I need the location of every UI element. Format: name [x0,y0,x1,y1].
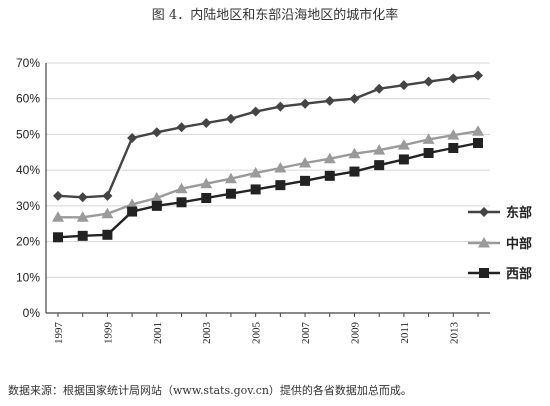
data-point [299,157,312,168]
data-point [274,162,287,173]
data-point [150,192,163,203]
legend-label: 中部 [506,236,532,252]
data-point [472,125,484,136]
data-point [176,122,187,133]
data-point [349,166,360,177]
data-point [374,83,385,94]
x-tick-label: 2009 [349,322,361,345]
data-point [102,190,113,201]
series-markers [52,70,484,243]
legend-label: 西部 [506,266,532,282]
chart-title: 图 4．内陆地区和东部沿海地区的城市化率 [151,8,399,23]
data-point [275,101,286,112]
data-point [77,192,88,203]
x-tick-label: 2005 [251,322,263,345]
series-line-0 [57,74,479,199]
data-point [324,170,335,181]
data-point [250,106,261,117]
data-point [448,143,459,153]
y-tick-label: 60% [16,92,40,106]
data-point [250,184,261,195]
data-point [448,73,459,84]
data-point [249,167,262,178]
legend-marker [479,268,489,278]
data-point [348,147,361,159]
legend-marker [479,207,489,217]
data-point [200,177,213,189]
series-lines [57,74,479,239]
data-point [53,232,63,243]
series-line-1 [58,130,479,219]
data-point [473,70,483,81]
x-tick-label: 2013 [448,322,460,345]
data-point [127,133,138,143]
data-point [473,138,483,148]
data-point [398,80,409,91]
axes [45,63,490,317]
data-point [126,198,139,209]
data-point [76,211,89,222]
data-point [300,175,311,186]
legend-label: 东部 [506,205,532,221]
data-point [201,193,212,203]
data-point [323,152,336,164]
x-tick-label: 2003 [201,322,213,345]
data-point [447,129,460,140]
data-point [225,188,236,199]
data-point [53,190,63,201]
data-point [175,182,188,194]
legend-marker [478,237,490,248]
data-point [422,133,435,144]
data-point [101,207,114,219]
x-tick-label: 2011 [399,322,411,344]
tick-labels: 0% 10% 20% 30% 40% 50% 60% 70% 1997 1999 2001 2003 2… [16,56,460,344]
data-point [374,160,385,171]
data-point [224,172,237,184]
y-tick-label: 50% [16,127,40,141]
data-point [201,118,212,128]
x-tick-label: 2001 [152,322,164,344]
data-point [423,148,434,158]
data-point [398,154,409,165]
data-point [397,139,410,150]
data-point [423,76,434,87]
data-point [300,98,311,109]
data-point [151,200,162,211]
y-tick-label: 0% [23,306,41,320]
series-line-2 [57,141,479,239]
data-point [373,144,386,155]
x-tick-label: 2007 [300,322,312,345]
data-point [102,229,113,240]
y-tick-label: 30% [16,199,40,213]
data-source-note: 数据来源：根据国家统计局网站（www.stats.gov.cn）提供的各省数据加… [8,384,412,397]
line-chart: 0% 10% 20% 30% 40% 50% 60% 70% 1997 1999 2001 2003 2… [16,56,532,344]
y-tick-label: 10% [16,270,40,284]
data-point [77,230,88,241]
data-point [275,180,286,191]
data-point [324,95,335,106]
x-tick-label: 1997 [53,322,65,345]
y-tick-label: 40% [16,163,40,177]
data-point [151,127,162,138]
data-point [349,93,360,104]
data-point [176,197,187,208]
x-tick-label: 1999 [102,322,114,345]
y-tick-label: 70% [16,56,40,70]
data-point [225,113,236,124]
y-tick-label: 20% [16,235,40,249]
data-point [52,211,64,222]
data-point [127,206,138,217]
